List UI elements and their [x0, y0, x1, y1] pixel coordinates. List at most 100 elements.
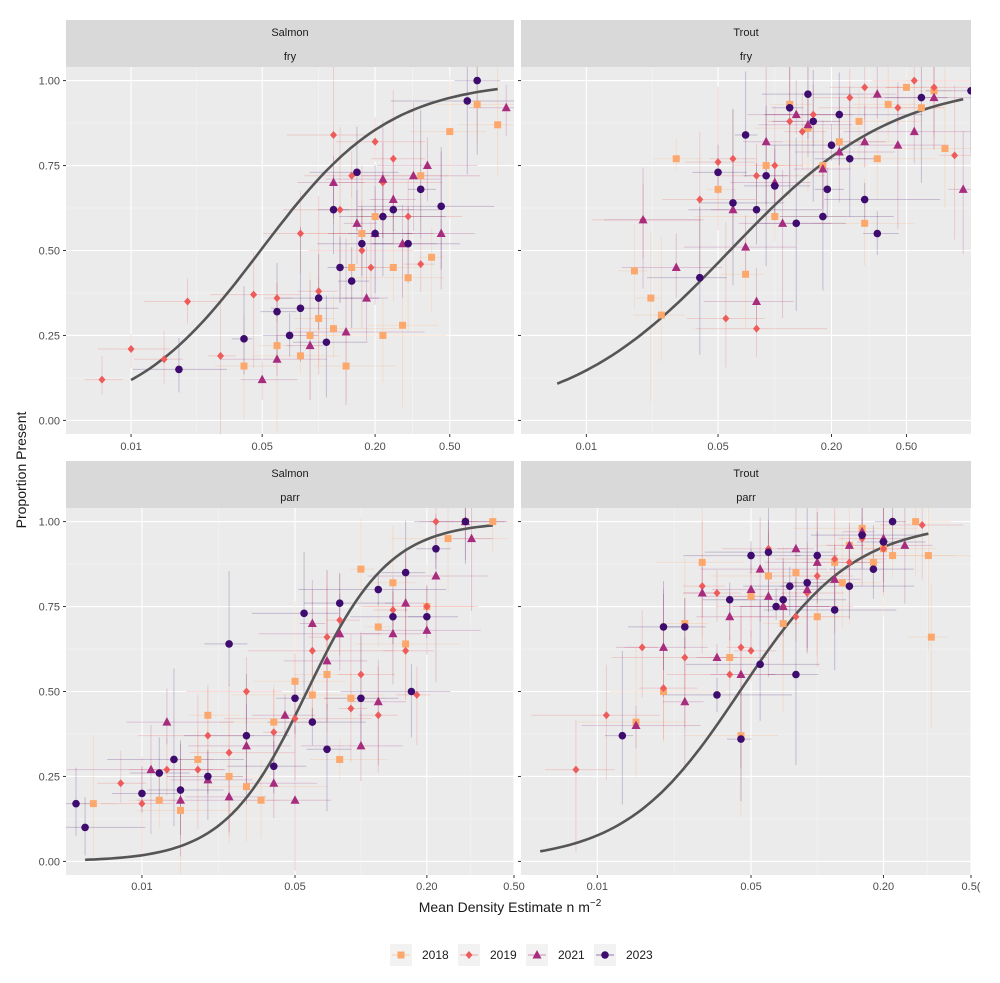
point-2023	[785, 582, 794, 590]
legend-diamond-icon	[465, 951, 473, 959]
x-tick-label: 0.5(	[962, 881, 981, 893]
point-2023	[353, 168, 361, 177]
fitted-curve	[130, 87, 498, 382]
point-2021	[408, 170, 418, 180]
point-2021	[328, 177, 338, 187]
point-2019	[371, 137, 379, 146]
point-2018	[762, 162, 770, 170]
x-tick-label: 0.01	[576, 441, 597, 453]
point-2021	[307, 618, 317, 628]
fitted-curve	[85, 524, 493, 862]
point-2018	[647, 294, 655, 302]
point-2021	[373, 696, 383, 706]
point-2018	[726, 654, 734, 662]
point-2021	[834, 146, 844, 156]
facet-strip	[66, 461, 514, 508]
point-2021	[290, 795, 300, 804]
point-2019	[729, 154, 737, 163]
point-2021	[763, 591, 773, 600]
x-tick-label: 0.50	[896, 441, 917, 453]
point-2021	[761, 136, 771, 146]
point-2023	[358, 239, 366, 248]
panel-trout-fry: Trout fry 0.01 0.05 0.20 0.50	[518, 20, 971, 453]
point-2019	[270, 728, 278, 737]
point-2019	[160, 355, 168, 364]
y-tick-label: 1.00	[39, 76, 60, 88]
point-2023	[323, 745, 331, 754]
point-2021	[791, 109, 801, 119]
point-2018	[446, 128, 454, 136]
point-2021	[401, 598, 411, 607]
point-2021	[802, 584, 812, 594]
point-2018	[296, 352, 304, 360]
point-2021	[900, 540, 910, 549]
point-2023	[713, 691, 721, 699]
point-2018	[494, 121, 502, 129]
x-tick-label: 0.05	[284, 881, 305, 893]
point-2021	[778, 601, 788, 611]
point-2018	[347, 694, 355, 702]
x-axis-title-main: Mean Density Estimate n m	[419, 899, 590, 915]
point-2023	[725, 595, 734, 604]
point-2023	[204, 772, 212, 781]
point-2018	[792, 569, 800, 577]
point-2023	[845, 154, 854, 163]
point-2019	[698, 582, 706, 591]
point-2018	[428, 253, 436, 261]
point-2023	[779, 595, 787, 604]
point-2023	[888, 517, 897, 526]
point-2023	[389, 612, 397, 621]
point-2018	[273, 342, 281, 350]
x-tick-label: 0.05	[707, 441, 728, 453]
point-2018	[177, 806, 185, 814]
point-2023	[374, 585, 383, 594]
point-2023	[785, 103, 794, 112]
point-2021	[269, 778, 279, 787]
point-2023	[967, 86, 971, 95]
point-2019	[347, 704, 355, 713]
point-2021	[388, 194, 398, 204]
point-2023	[813, 551, 822, 560]
point-2018	[402, 640, 410, 648]
point-2019	[329, 130, 337, 139]
point-2018	[873, 155, 881, 163]
legend-label: 2019	[490, 948, 517, 962]
y-tick-label: 0.75	[39, 602, 60, 614]
point-2021	[778, 218, 788, 227]
facet-strip	[521, 461, 971, 508]
point-2018	[225, 772, 233, 780]
legend-label: 2023	[626, 948, 653, 962]
point-2021	[362, 293, 372, 302]
point-2021	[322, 655, 332, 665]
legend-label: 2018	[422, 948, 449, 962]
point-2023	[401, 568, 410, 577]
point-2019	[117, 779, 125, 788]
data-layer	[556, 67, 971, 402]
point-2023	[819, 212, 827, 221]
point-2021	[257, 374, 267, 384]
point-2023	[823, 185, 832, 194]
point-2021	[958, 184, 968, 193]
point-2021	[272, 354, 282, 363]
point-2019	[389, 154, 397, 163]
point-2023	[240, 335, 248, 343]
point-2018	[336, 755, 344, 763]
x-tick-label: 0.05	[251, 441, 272, 453]
point-2023	[681, 623, 689, 631]
point-2021	[436, 228, 446, 238]
point-2023	[747, 551, 755, 560]
point-2021	[728, 204, 738, 214]
point-2019	[204, 731, 212, 740]
facet-stage-label: parr	[280, 492, 300, 504]
point-2018	[912, 518, 920, 526]
point-2021	[844, 540, 854, 549]
point-2023	[772, 602, 780, 611]
facet-species-label: Trout	[733, 27, 758, 39]
point-2023	[170, 755, 178, 764]
point-2023	[827, 141, 836, 149]
x-tick-label: 0.50	[439, 441, 460, 453]
point-2021	[224, 791, 234, 801]
y-tick-label: 1.00	[39, 517, 60, 529]
point-2021	[467, 533, 477, 543]
point-2021	[341, 327, 351, 336]
